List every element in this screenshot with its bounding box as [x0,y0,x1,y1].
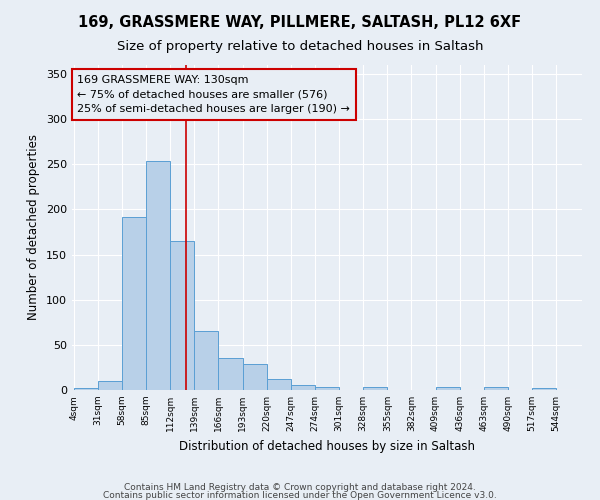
Bar [74,388,98,390]
Text: 169 GRASSMERE WAY: 130sqm
← 75% of detached houses are smaller (576)
25% of semi: 169 GRASSMERE WAY: 130sqm ← 75% of detac… [77,74,350,114]
Bar [532,388,556,390]
X-axis label: Distribution of detached houses by size in Saltash: Distribution of detached houses by size … [179,440,475,452]
Y-axis label: Number of detached properties: Number of detached properties [28,134,40,320]
Text: 169, GRASSMERE WAY, PILLMERE, SALTASH, PL12 6XF: 169, GRASSMERE WAY, PILLMERE, SALTASH, P… [79,15,521,30]
Text: Size of property relative to detached houses in Saltash: Size of property relative to detached ho… [117,40,483,53]
Bar [291,386,315,390]
Bar [218,358,242,390]
Text: Contains public sector information licensed under the Open Government Licence v3: Contains public sector information licen… [103,490,497,500]
Bar [122,216,146,390]
Bar [170,241,194,390]
Text: Contains HM Land Registry data © Crown copyright and database right 2024.: Contains HM Land Registry data © Crown c… [124,483,476,492]
Bar [436,388,460,390]
Bar [242,364,267,390]
Bar [363,388,387,390]
Bar [146,160,170,390]
Bar [267,379,291,390]
Bar [484,388,508,390]
Bar [98,381,122,390]
Bar [194,332,218,390]
Bar [315,388,339,390]
